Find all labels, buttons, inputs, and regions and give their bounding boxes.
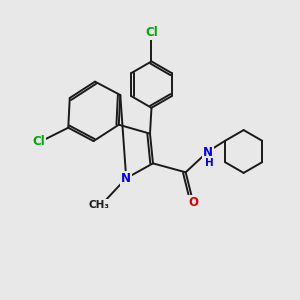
Text: N: N [203,146,213,160]
Text: Cl: Cl [32,135,45,148]
Text: N: N [121,172,131,185]
Text: CH₃: CH₃ [89,200,110,210]
Text: H: H [205,158,214,168]
Text: O: O [188,196,198,208]
Text: Cl: Cl [145,26,158,39]
